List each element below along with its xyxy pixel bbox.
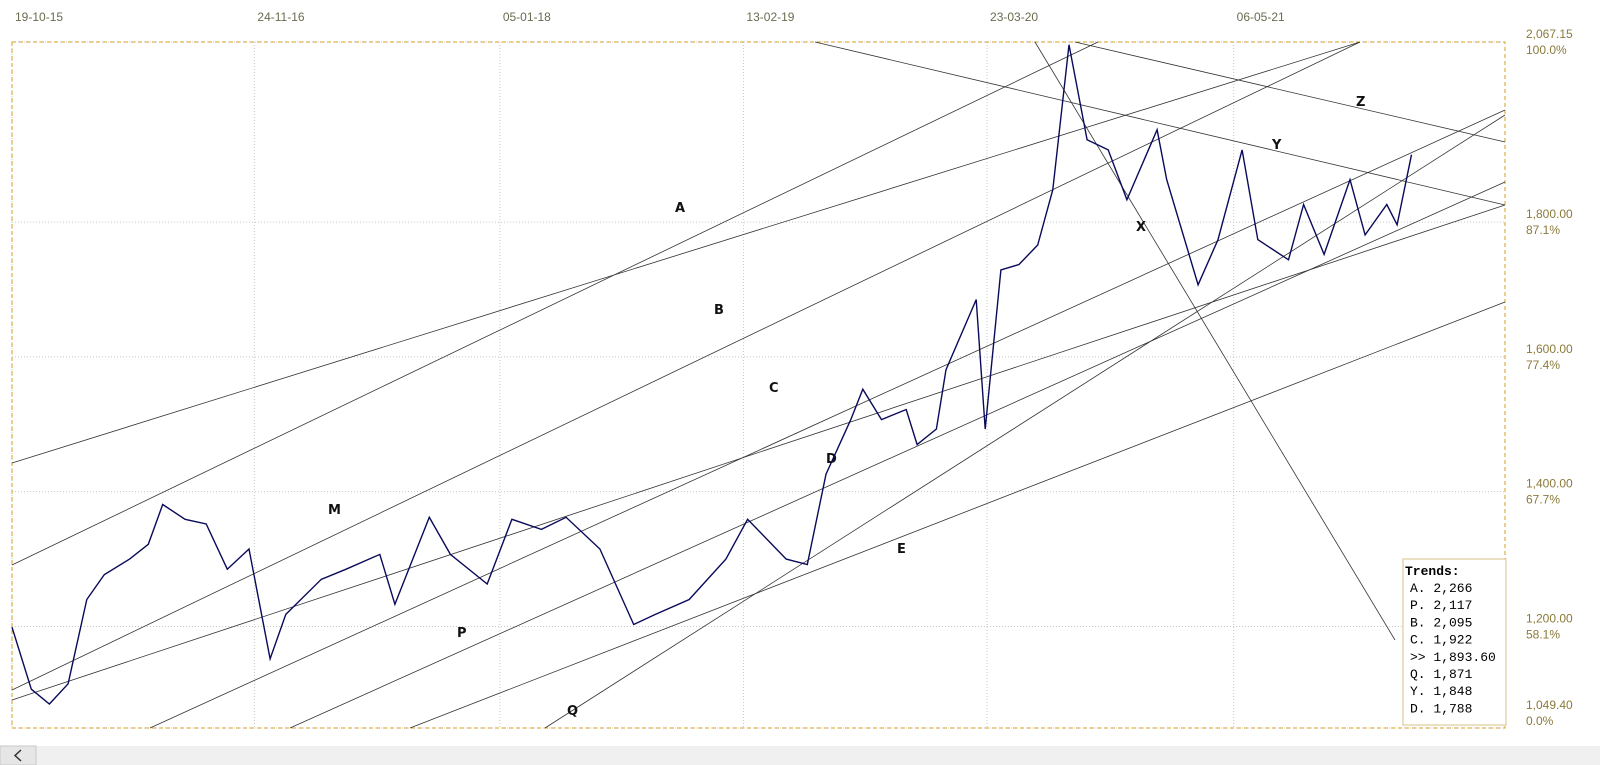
- line-label: A: [675, 201, 685, 216]
- y-tick-percent: 87.1%: [1526, 223, 1560, 237]
- trend-item: Y. 1,848: [1410, 684, 1472, 699]
- y-tick-label: 2,067.15: [1526, 27, 1573, 41]
- trend-item: P. 2,117: [1410, 598, 1472, 613]
- trend-line: [11, 41, 1361, 464]
- y-tick-label: 1,200.00: [1526, 611, 1573, 625]
- trend-item: D. 1,788: [1410, 701, 1472, 716]
- scroll-left-button[interactable]: [0, 745, 37, 765]
- trend-line: [814, 41, 1506, 206]
- trend-line: [11, 41, 1099, 566]
- y-tick-percent: 58.1%: [1526, 627, 1560, 641]
- line-label: P: [457, 626, 467, 641]
- trend-line: [409, 301, 1506, 729]
- trend-line: [11, 204, 1506, 701]
- line-label: Y: [1271, 138, 1282, 153]
- y-tick-percent: 0.0%: [1526, 714, 1554, 728]
- y-tick-label: 1,049.40: [1526, 698, 1573, 712]
- scroll-track: [0, 746, 1600, 765]
- x-tick-label: 24-11-16: [257, 10, 304, 24]
- trend-line: [1074, 41, 1506, 143]
- trend-lines: [11, 41, 1506, 729]
- y-tick-percent: 77.4%: [1526, 358, 1560, 372]
- trends-title: Trends:: [1405, 564, 1460, 579]
- trends-box: Trends: A. 2,266 P. 2,117 B. 2,095 C. 1,922…: [1402, 558, 1507, 726]
- y-tick-percent: 100.0%: [1526, 43, 1567, 57]
- line-label: E: [897, 542, 906, 557]
- x-tick-label: 19-10-15: [15, 10, 63, 24]
- trend-item: C. 1,922: [1410, 633, 1472, 648]
- y-tick-percent: 67.7%: [1526, 493, 1560, 507]
- grid: [11, 41, 1506, 729]
- x-tick-label: 23-03-20: [990, 10, 1038, 24]
- x-tick-label: 06-05-21: [1237, 10, 1285, 24]
- line-label: X: [1136, 220, 1146, 235]
- trend-item: A. 2,266: [1410, 581, 1472, 596]
- plot-frame: [11, 41, 1506, 729]
- x-tick-label: 05-01-18: [503, 10, 551, 24]
- trend-item: >> 1,893.60: [1410, 650, 1496, 665]
- line-labels: A B C D E M P Q X Y Z: [328, 95, 1365, 719]
- trend-item: Q. 1,871: [1410, 667, 1473, 682]
- line-label: Z: [1356, 95, 1365, 110]
- trend-line: [289, 181, 1506, 729]
- trend-line: [1034, 41, 1396, 641]
- line-label: Q: [567, 704, 578, 719]
- x-tick-label: 13-02-19: [746, 10, 794, 24]
- trend-item: B. 2,095: [1410, 615, 1472, 630]
- trend-line: [544, 114, 1506, 729]
- y-tick-label: 1,800.00: [1526, 207, 1573, 221]
- line-label: C: [769, 381, 779, 396]
- scrollbar: [0, 745, 1600, 765]
- y-tick-label: 1,600.00: [1526, 342, 1573, 356]
- trend-line: [149, 109, 1506, 729]
- trends-panel: [1402, 558, 1507, 726]
- price-line: [11, 44, 1413, 705]
- line-label: M: [328, 503, 341, 518]
- line-label: B: [714, 303, 724, 318]
- line-label: D: [826, 452, 837, 467]
- y-tick-label: 1,400.00: [1526, 477, 1573, 491]
- trend-line: [11, 41, 1361, 691]
- scroll-left-arrow: [13, 749, 22, 762]
